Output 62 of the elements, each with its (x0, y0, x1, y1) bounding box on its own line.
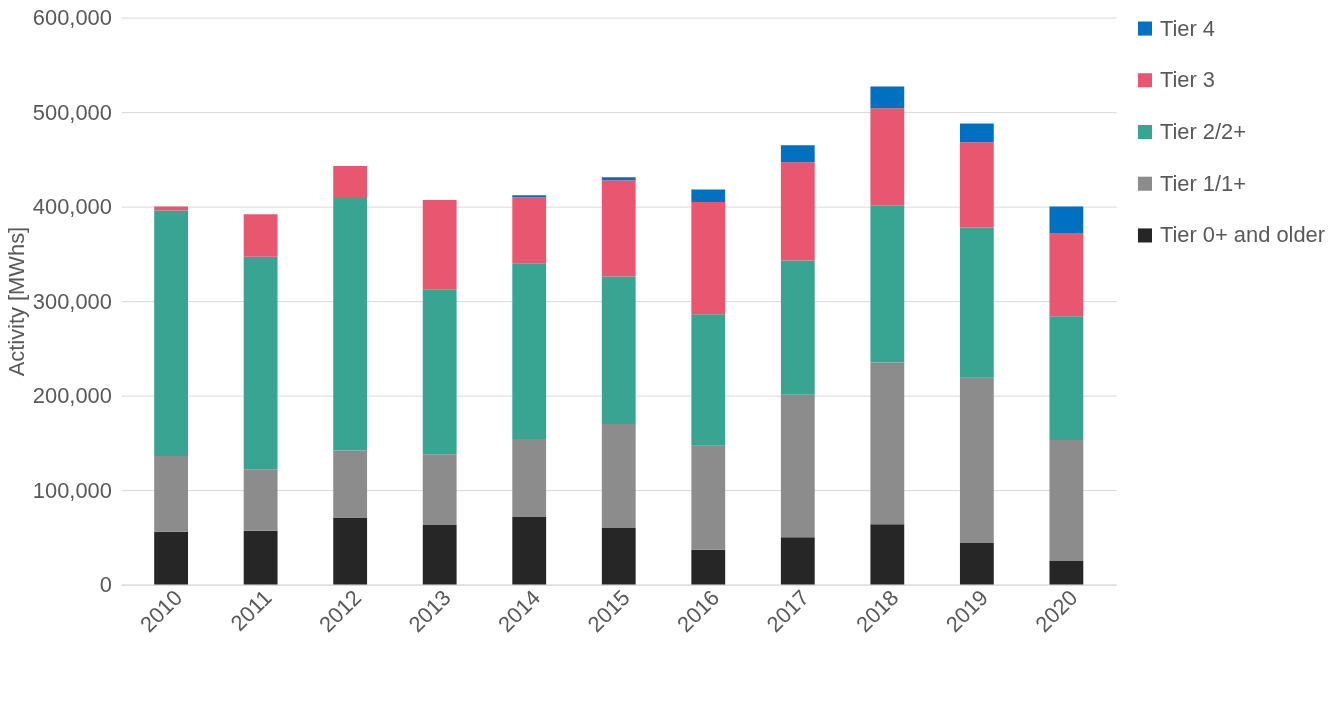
bar (959, 227, 994, 378)
bar (422, 289, 457, 455)
bar (870, 86, 905, 109)
bar (422, 525, 457, 585)
bar (1049, 560, 1084, 585)
bar (422, 454, 457, 526)
y-tick-label: 400,000 (32, 194, 112, 220)
bar (691, 549, 726, 585)
bar (959, 123, 994, 143)
bar (601, 180, 636, 277)
bar (512, 516, 547, 585)
bar (154, 210, 189, 457)
y-tick-label: 0 (99, 572, 112, 598)
bar (601, 177, 636, 181)
bar (780, 162, 815, 261)
bar (601, 423, 636, 528)
legend-label: Tier 4 (1159, 15, 1216, 41)
bar (333, 450, 368, 518)
bar (780, 145, 815, 163)
bar (333, 165, 368, 199)
bar (780, 260, 815, 395)
bar (512, 197, 547, 264)
bar (870, 108, 905, 206)
bar (959, 142, 994, 228)
y-tick-label: 200,000 (32, 383, 112, 409)
y-tick-label: 600,000 (32, 5, 112, 31)
bar (154, 456, 189, 532)
bar (512, 263, 547, 440)
bar (154, 531, 189, 585)
bar (870, 524, 905, 585)
y-tick-label: 500,000 (32, 99, 112, 125)
bar (870, 205, 905, 363)
bar (243, 530, 278, 585)
bar (601, 527, 636, 585)
bar (1049, 316, 1084, 441)
bar (1049, 206, 1084, 234)
bar (691, 201, 726, 315)
bar (422, 199, 457, 290)
legend-label: Tier 1/1+ (1159, 170, 1247, 196)
bar (243, 469, 278, 531)
bar (1049, 440, 1084, 561)
bar (333, 198, 368, 451)
bar (691, 314, 726, 446)
y-tick-label: 300,000 (32, 288, 112, 314)
bar (243, 256, 278, 470)
bar (512, 439, 547, 517)
bar (601, 276, 636, 424)
y-tick-label: 100,000 (32, 477, 112, 503)
bar (780, 394, 815, 538)
bar (959, 377, 994, 544)
bar (243, 214, 278, 257)
bar (1049, 233, 1084, 317)
bar (870, 362, 905, 525)
bar (959, 543, 994, 585)
legend-label: Tier 2/2+ (1159, 118, 1247, 144)
bar (333, 517, 368, 585)
bar (780, 537, 815, 585)
legend-label: Tier 3 (1159, 67, 1216, 93)
legend-label: Tier 0+ and older (1159, 222, 1326, 248)
y-axis-title: Activity [MWhs] (3, 226, 29, 377)
bar (691, 189, 726, 202)
bar (691, 445, 726, 550)
